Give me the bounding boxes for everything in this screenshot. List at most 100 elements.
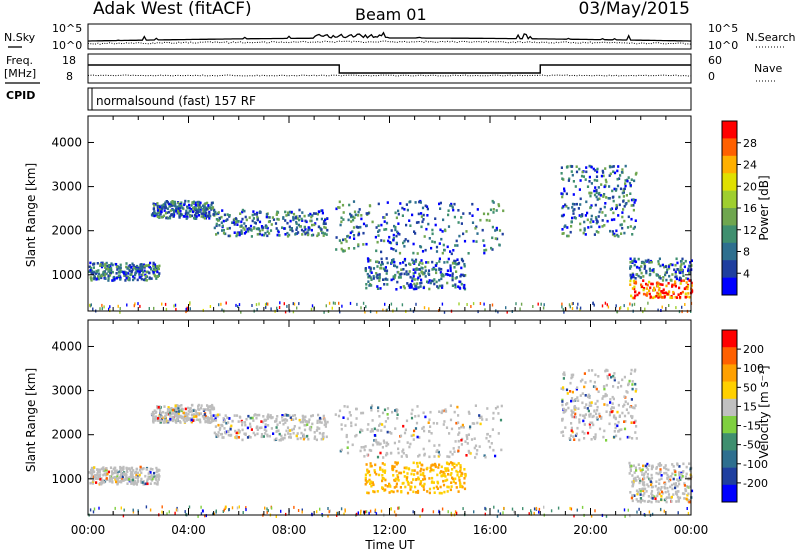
power-echo-cell: [317, 210, 320, 213]
vel-echo-cell: [203, 417, 206, 421]
power-echo-cell: [646, 283, 649, 287]
vel-echo-cell: [178, 404, 181, 408]
vel-echo-cell: [157, 478, 160, 481]
power-echo-cell: [111, 270, 114, 274]
power-echo-cell: [211, 207, 214, 210]
vel-echo-cell: [631, 480, 634, 484]
vel-echo-cell: [463, 487, 467, 491]
vel-echo-cell: [391, 468, 394, 471]
vel-echo-cell: [572, 411, 575, 414]
vel-echo-cell: [654, 484, 657, 488]
vel-echo-cell: [478, 416, 481, 419]
power-echo-cell: [622, 195, 625, 198]
vel-echo-cell: [444, 469, 447, 473]
vel-echo-cell: [449, 488, 452, 492]
vel-echo-cell: [129, 476, 132, 479]
power-echo-cell: [384, 277, 387, 281]
vel-echo-cell: [634, 368, 637, 372]
power-echo-cell: [560, 192, 563, 195]
vel-echo-cell: [322, 414, 325, 418]
vel-echo-cell: [460, 474, 463, 477]
power-echo-cell: [234, 217, 238, 220]
power-echo-cell: [111, 263, 114, 267]
power-echo-cell: [661, 279, 665, 282]
freq-tick-high: 18: [62, 54, 76, 67]
vel-echo-cell: [395, 477, 398, 481]
vel-echo-cell: [121, 478, 124, 481]
nave-tick-low: 0: [708, 70, 715, 83]
vel-echo-cell: [210, 407, 213, 410]
vel-echo-cell: [162, 421, 165, 424]
vel-echo-cell: [366, 471, 369, 475]
vel-echo-cell: [678, 482, 681, 486]
power-echo-cell: [106, 267, 110, 271]
vel-near-range-cell: [89, 508, 92, 512]
power-echo-cell: [247, 227, 250, 230]
vel-near-range-cell: [264, 506, 266, 510]
power-near-range-cell: [537, 302, 539, 306]
power-echo-cell: [243, 209, 246, 213]
power-echo-cell: [295, 220, 298, 224]
vel-echo-cell: [584, 381, 587, 384]
power-echo-cell: [418, 274, 421, 278]
power-echo-cell: [577, 207, 580, 210]
vel-echo-cell: [612, 385, 615, 388]
vel-echo-cell: [453, 410, 456, 414]
vel-echo-cell: [115, 480, 118, 484]
vel-near-range-cell: [484, 512, 486, 516]
power-near-range-cell: [101, 303, 103, 307]
power-echo-cell: [153, 210, 156, 213]
power-echo-cell: [602, 174, 605, 178]
power-echo-cell: [449, 266, 452, 270]
power-echo-cell: [354, 213, 357, 217]
power-echo-cell: [674, 280, 677, 283]
vel-echo-cell: [611, 395, 614, 399]
power-echo-cell: [310, 228, 313, 232]
vel-echo-cell: [579, 394, 582, 397]
power-echo-cell: [321, 231, 325, 235]
vel-echo-cell: [639, 499, 642, 503]
y-tick-label: 4000: [51, 135, 82, 149]
vel-echo-cell: [149, 471, 152, 474]
vel-echo-cell: [470, 438, 474, 441]
vel-echo-cell: [650, 473, 653, 477]
vel-echo-cell: [610, 375, 613, 379]
power-echo-cell: [647, 258, 650, 262]
vel-echo-cell: [313, 435, 317, 438]
vel-echo-cell: [460, 443, 463, 446]
vel-echo-cell: [302, 417, 305, 420]
power-echo-cell: [136, 278, 139, 282]
vel-echo-cell: [658, 471, 661, 474]
power-echo-cell: [441, 284, 444, 288]
vel-echo-cell: [420, 463, 423, 467]
power-echo-cell: [686, 295, 689, 299]
colorbar-frame: [721, 329, 738, 503]
vel-echo-cell: [158, 419, 161, 422]
vel-echo-cell: [175, 410, 178, 414]
power-echo-cell: [149, 261, 152, 265]
power-echo-cell: [386, 261, 389, 265]
power-echo-cell: [370, 284, 373, 287]
vel-echo-cell: [401, 450, 404, 453]
power-echo-cell: [632, 198, 635, 201]
vel-echo-cell: [688, 499, 691, 502]
vel-echo-cell: [342, 416, 345, 419]
vel-echo-cell: [488, 445, 492, 449]
vel-echo-cell: [277, 429, 280, 432]
power-near-range-cell: [631, 303, 633, 307]
power-echo-cell: [457, 209, 460, 212]
power-echo-cell: [452, 262, 455, 265]
power-echo-cell: [95, 277, 98, 281]
vel-echo-cell: [413, 473, 416, 476]
vel-echo-cell: [370, 428, 373, 431]
power-echo-cell: [176, 205, 179, 209]
power-echo-cell: [401, 214, 404, 217]
vel-echo-cell: [589, 379, 592, 383]
power-near-range-cell: [684, 303, 686, 306]
vel-echo-cell: [681, 475, 684, 478]
power-echo-cell: [451, 272, 454, 275]
power-echo-cell: [257, 227, 260, 231]
vel-echo-cell: [260, 426, 263, 429]
vel-echo-cell: [577, 407, 580, 410]
vel-echo-cell: [636, 475, 639, 478]
